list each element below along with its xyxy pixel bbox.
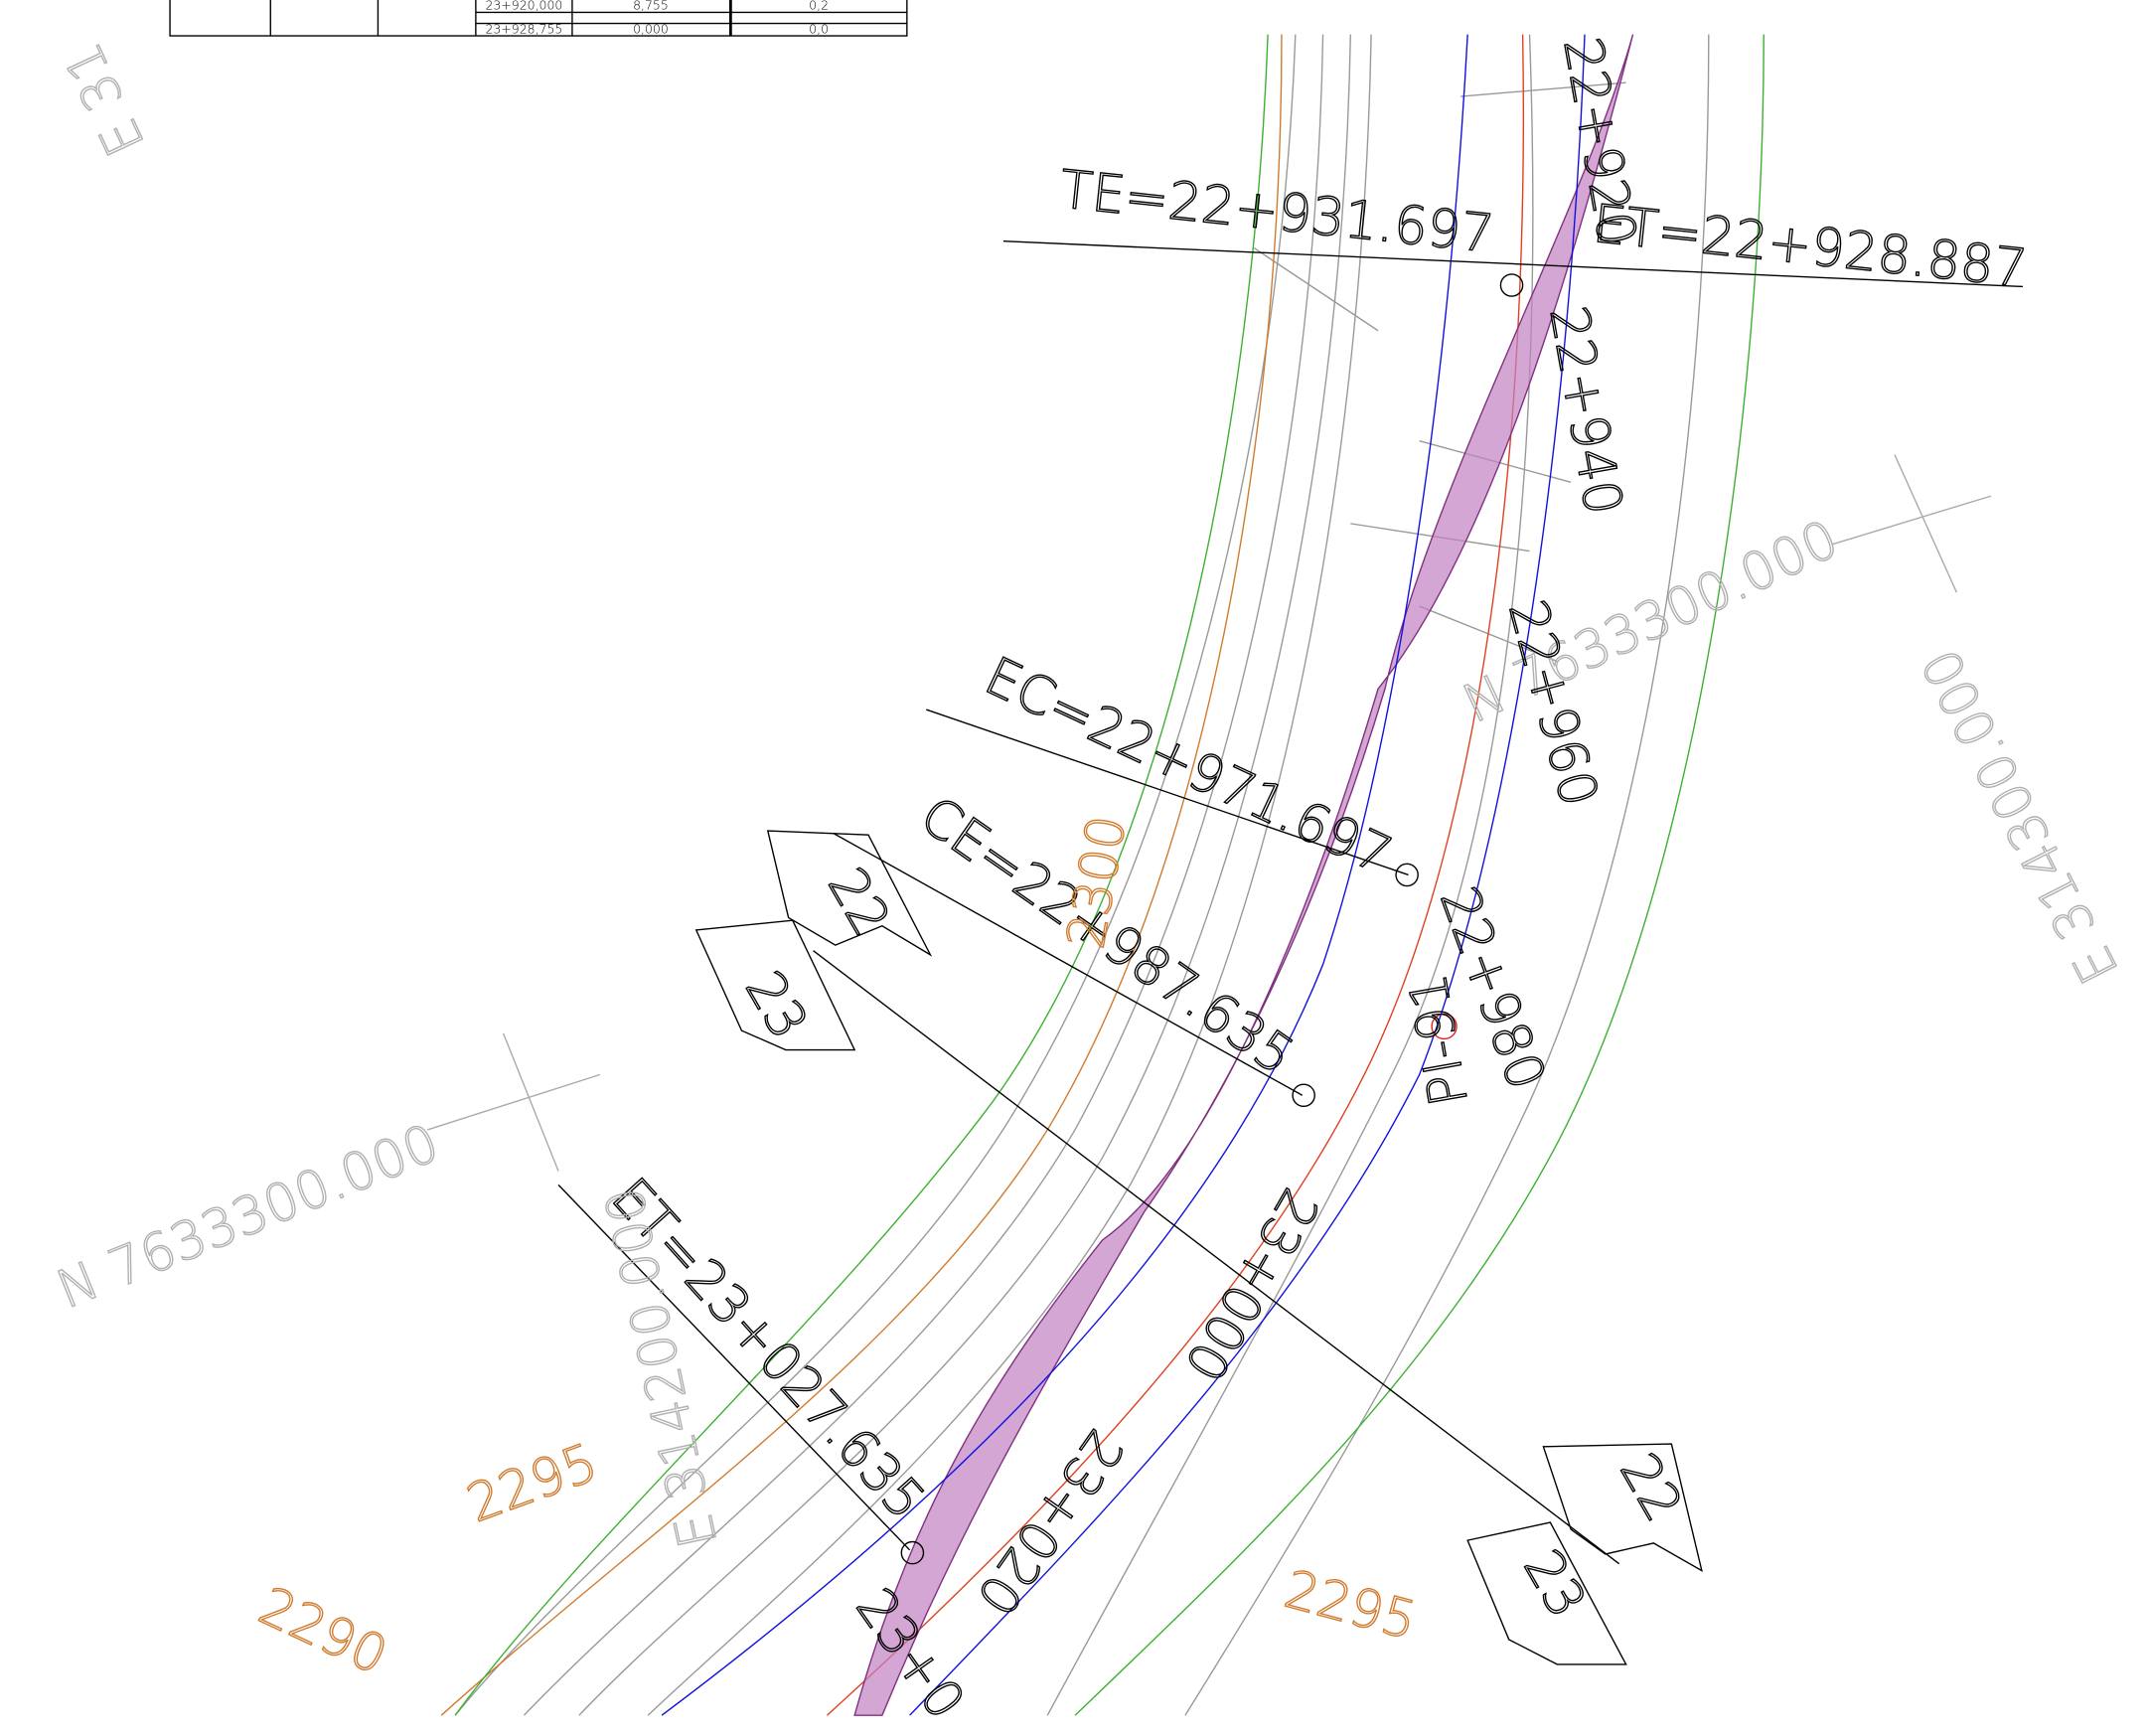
label: ET=22+928.887 [1591, 194, 2031, 300]
contour-label: 2295 [459, 1432, 605, 1534]
cell: 0,2 [809, 0, 829, 13]
arrow-label: 22 [1608, 1444, 1693, 1532]
arrow-label: 23 [733, 961, 819, 1049]
cell: 8,755 [633, 0, 669, 13]
cell: 0,000 [633, 21, 669, 36]
label: E 314300.000 [1911, 639, 2131, 993]
cell: 23+928,755 [485, 21, 562, 36]
label: TE=22+931.697 [1057, 159, 1497, 265]
arrow-label: 22 [816, 858, 901, 946]
label: E 31 [53, 34, 157, 165]
cell: 23+920,000 [485, 0, 562, 13]
table: 23+920,000 8,755 0,2 23+928,755 0,000 0,… [169, 0, 908, 37]
contour-label: 2290 [250, 1576, 396, 1687]
contour-label: 2295 [1279, 1559, 1423, 1653]
arrow-label: 23 [1511, 1540, 1597, 1629]
label: N 7633300.000 [49, 1113, 447, 1321]
cell: 0,0 [809, 21, 829, 36]
station: 22+940 [1538, 302, 1634, 520]
station: 23+000 [1172, 1179, 1330, 1391]
contours [454, 34, 1710, 1716]
